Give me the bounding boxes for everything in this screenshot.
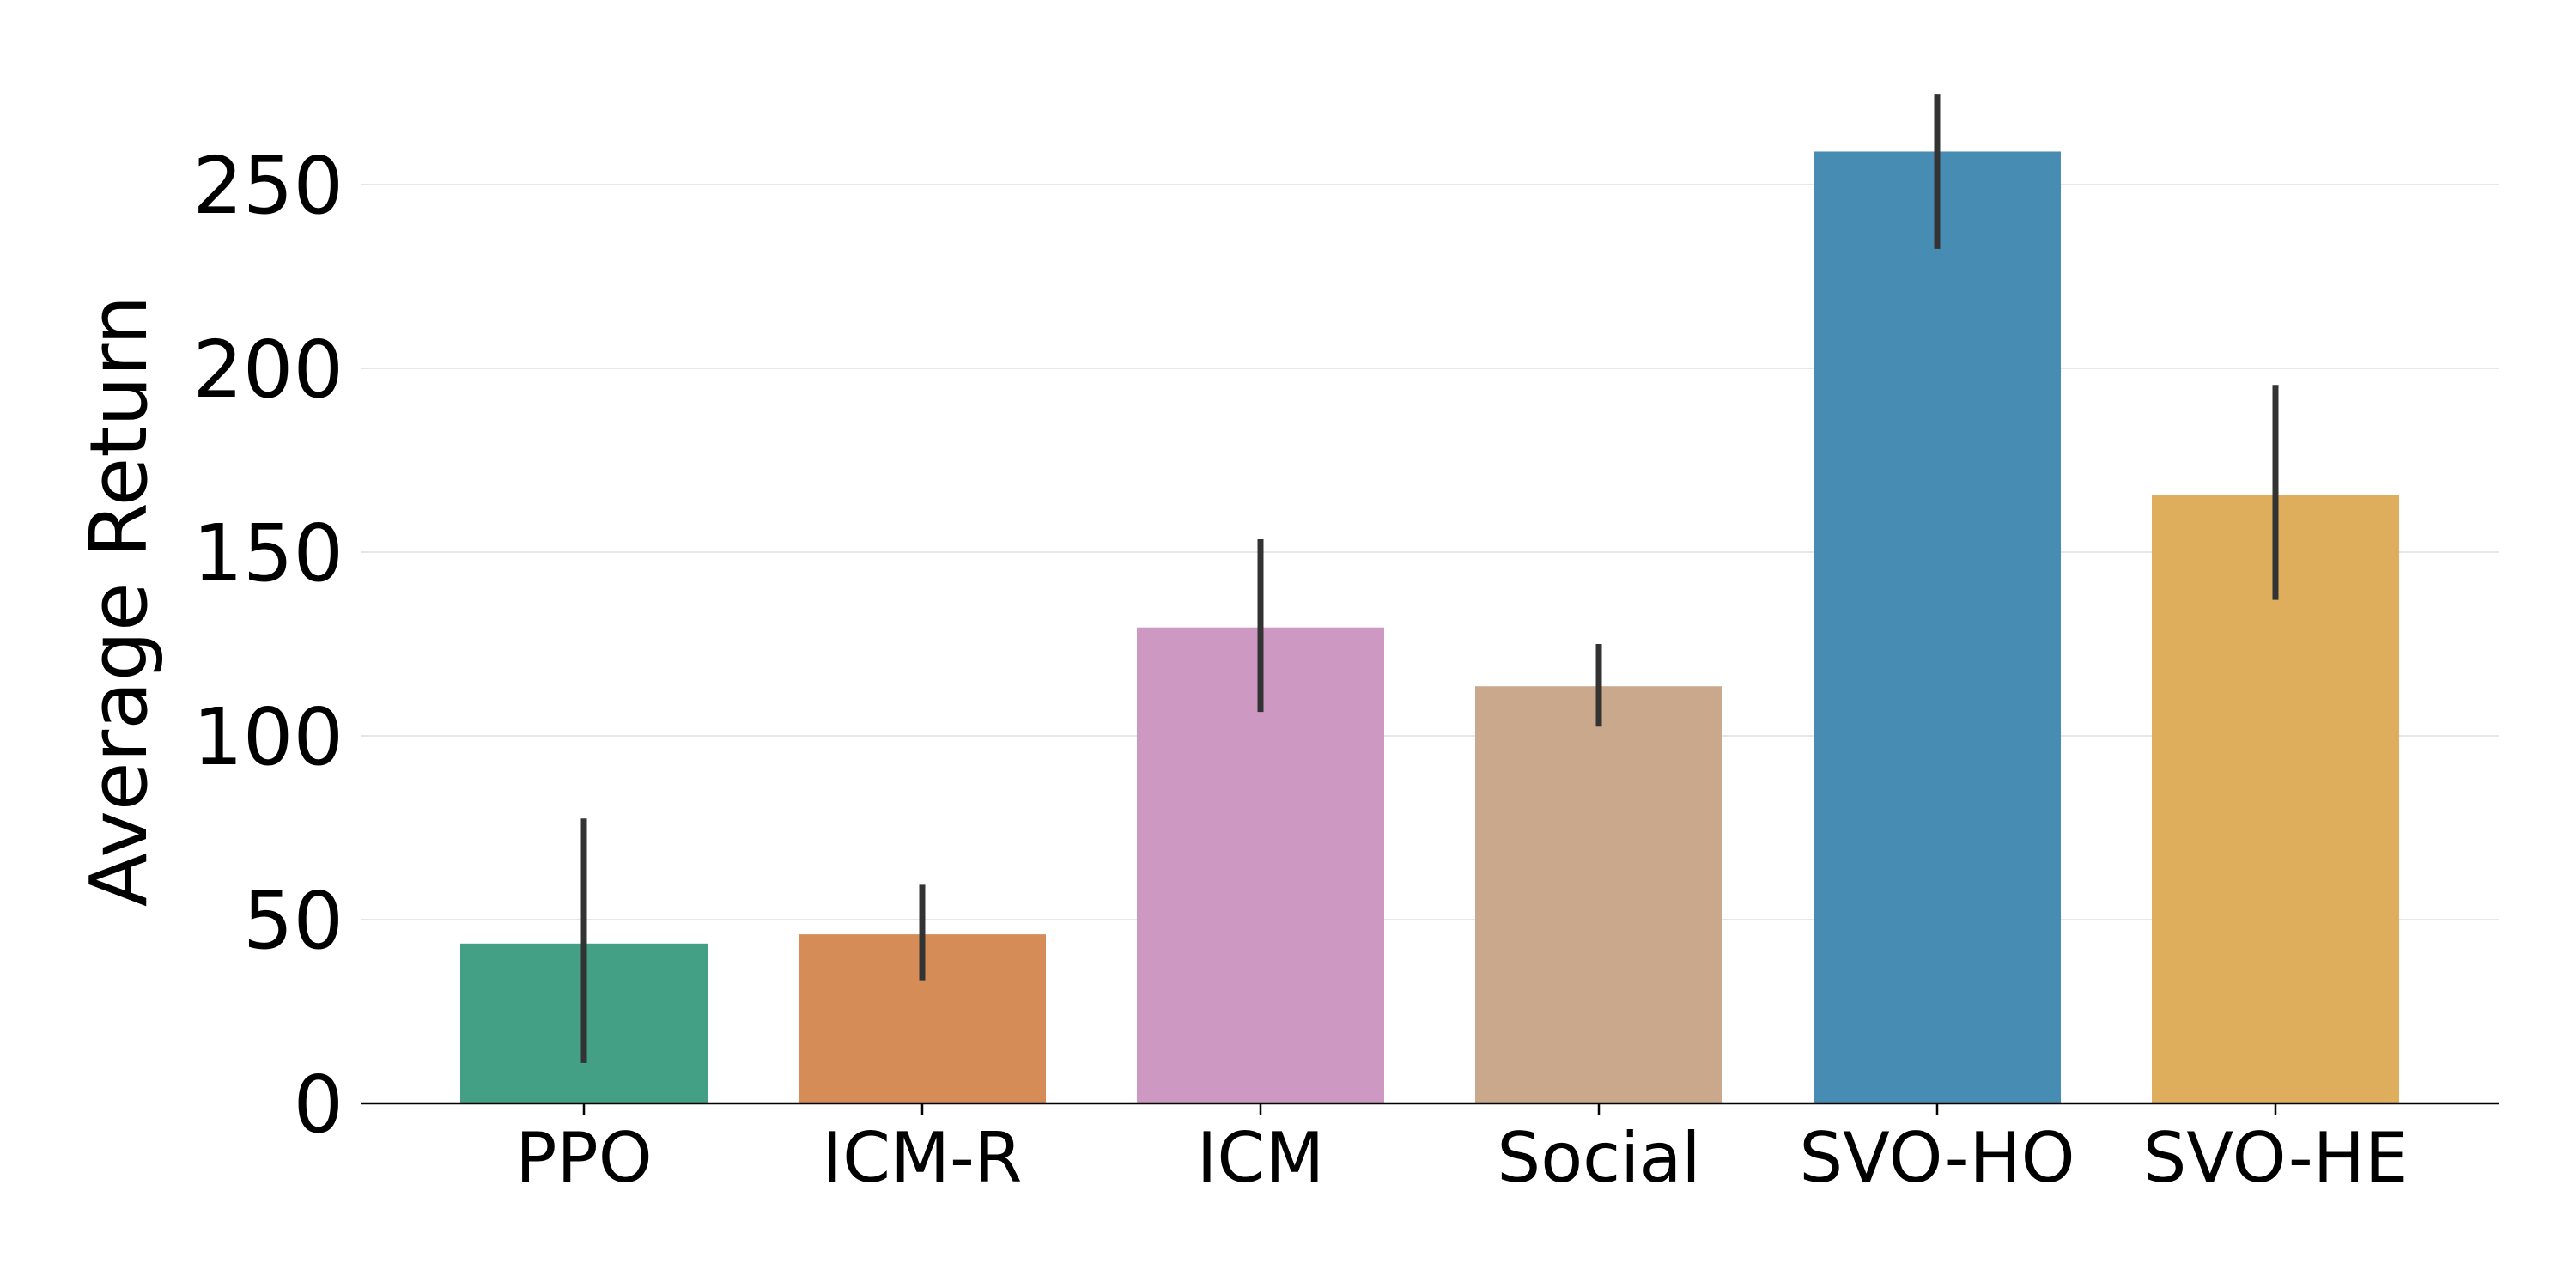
error-bars xyxy=(580,94,2279,1063)
y-tick-label: 250 xyxy=(192,140,343,232)
x-tick-label: ICM xyxy=(1197,1118,1324,1198)
x-tick-label: SVO-HO xyxy=(1799,1118,2075,1198)
y-tick-label: 50 xyxy=(243,875,343,967)
y-tick-label: 150 xyxy=(192,507,343,599)
y-axis-label: Average Return xyxy=(73,295,165,907)
x-tick-label: PPO xyxy=(515,1118,652,1198)
x-axis-ticks: PPO ICM-R ICM Social SVO-HO SVO-HE xyxy=(515,1103,2408,1198)
gridlines xyxy=(361,184,2499,920)
x-tick-label: Social xyxy=(1497,1118,1700,1198)
x-tick-label: ICM-R xyxy=(823,1118,1023,1198)
y-tick-label: 100 xyxy=(192,691,343,783)
bars xyxy=(460,151,2399,1104)
x-tick-label: SVO-HE xyxy=(2143,1118,2409,1198)
y-tick-label: 0 xyxy=(293,1059,343,1151)
bar-social xyxy=(1475,686,1722,1103)
bar-svo-ho xyxy=(1814,151,2061,1104)
y-axis-ticks: 0 50 100 150 200 250 xyxy=(192,140,343,1151)
y-tick-label: 200 xyxy=(192,324,343,416)
